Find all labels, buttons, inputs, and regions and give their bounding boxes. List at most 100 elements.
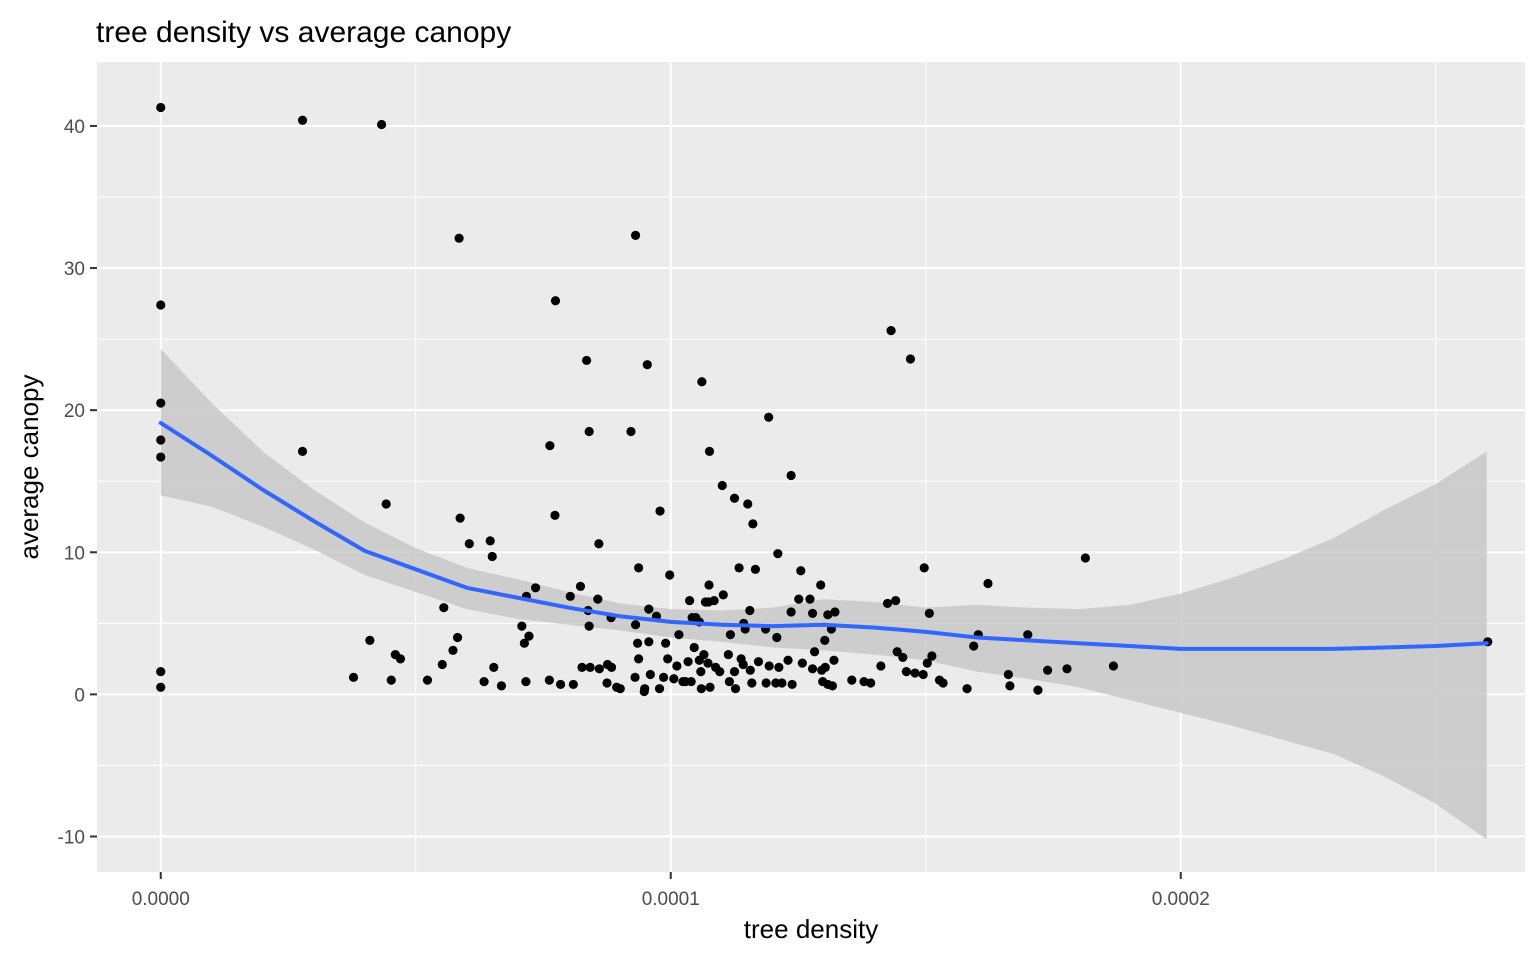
data-point	[969, 641, 979, 651]
data-point	[683, 657, 693, 667]
data-point	[898, 652, 908, 663]
data-point	[156, 102, 166, 113]
data-point	[545, 441, 555, 451]
data-point	[386, 675, 396, 685]
data-point	[704, 446, 715, 456]
data-point	[686, 676, 696, 687]
data-point	[927, 651, 937, 661]
y-tick-label: 20	[64, 401, 85, 422]
x-axis: 0.0000 0.0001 0.0002	[132, 872, 1210, 910]
data-point	[615, 684, 625, 694]
data-point	[723, 649, 733, 660]
data-point	[901, 667, 911, 677]
data-point	[797, 658, 807, 668]
data-point	[718, 590, 728, 600]
data-point	[594, 664, 604, 674]
smooth-line-layer	[158, 420, 1489, 651]
data-point	[764, 412, 774, 422]
data-point	[634, 654, 644, 664]
x-axis-title: tree density	[744, 914, 878, 944]
data-point	[381, 499, 391, 509]
data-point	[634, 563, 644, 573]
data-point	[745, 605, 755, 616]
data-point	[422, 675, 433, 685]
data-point	[1023, 630, 1033, 640]
data-point	[827, 681, 838, 691]
data-point	[694, 655, 704, 665]
data-point	[593, 594, 603, 604]
data-point	[892, 647, 902, 657]
data-point	[715, 667, 725, 677]
x-tick-label: 0.0002	[1152, 889, 1210, 910]
plot-panel	[97, 62, 1525, 872]
data-point	[729, 667, 740, 677]
data-point	[659, 672, 669, 682]
data-point	[685, 595, 695, 606]
data-point	[910, 668, 920, 678]
data-point	[703, 658, 713, 668]
y-tick-label: -10	[58, 827, 85, 848]
data-point	[876, 661, 886, 671]
data-point	[773, 549, 783, 559]
data-point	[748, 519, 758, 529]
data-point	[550, 510, 560, 520]
data-point	[764, 661, 774, 671]
data-point	[753, 657, 764, 667]
data-point	[485, 536, 495, 546]
data-point	[786, 470, 796, 481]
data-point	[1005, 681, 1015, 691]
data-point	[454, 233, 464, 243]
data-point	[734, 563, 744, 573]
data-point	[962, 684, 972, 694]
data-point	[519, 638, 529, 648]
data-point	[487, 551, 497, 562]
data-point	[575, 581, 586, 591]
data-point	[156, 682, 166, 692]
data-point	[639, 686, 649, 697]
data-point	[761, 678, 771, 688]
data-point	[750, 564, 761, 574]
data-point	[938, 678, 948, 688]
data-point	[348, 672, 359, 682]
data-point	[807, 608, 818, 618]
data-point	[705, 682, 715, 692]
data-point	[156, 398, 166, 408]
data-point	[922, 658, 932, 668]
data-point	[816, 580, 826, 590]
chart-title: tree density vs average canopy	[96, 16, 511, 49]
data-point	[584, 426, 594, 437]
data-point	[1003, 669, 1013, 680]
y-tick-label: 30	[64, 259, 85, 280]
data-point	[786, 607, 796, 617]
data-point	[550, 296, 561, 306]
data-point	[774, 662, 784, 672]
data-point	[630, 230, 641, 240]
data-point	[847, 675, 857, 685]
y-tick-label: 10	[64, 543, 85, 564]
y-tick-label: 0	[74, 685, 85, 706]
y-axis: -10 0 10 20 30 40	[58, 117, 97, 848]
data-point	[644, 637, 654, 647]
data-point	[496, 681, 507, 691]
data-point	[725, 630, 736, 640]
data-point	[585, 662, 595, 672]
data-point	[489, 662, 499, 672]
data-point	[866, 678, 876, 688]
y-axis-title: average canopy	[14, 374, 44, 559]
data-point	[689, 642, 699, 653]
y-tick-label: 40	[64, 117, 85, 138]
data-point	[674, 630, 684, 640]
data-point	[531, 583, 541, 593]
data-point	[642, 360, 652, 370]
points-layer	[156, 102, 1493, 697]
data-point	[582, 355, 592, 366]
data-point	[829, 655, 839, 665]
confidence-band-layer	[160, 349, 1487, 840]
data-point	[1062, 664, 1072, 674]
data-point	[521, 676, 531, 687]
data-point	[464, 539, 474, 549]
data-point	[568, 679, 578, 690]
data-point	[665, 570, 675, 580]
data-point	[630, 672, 640, 682]
data-point	[1033, 685, 1043, 695]
